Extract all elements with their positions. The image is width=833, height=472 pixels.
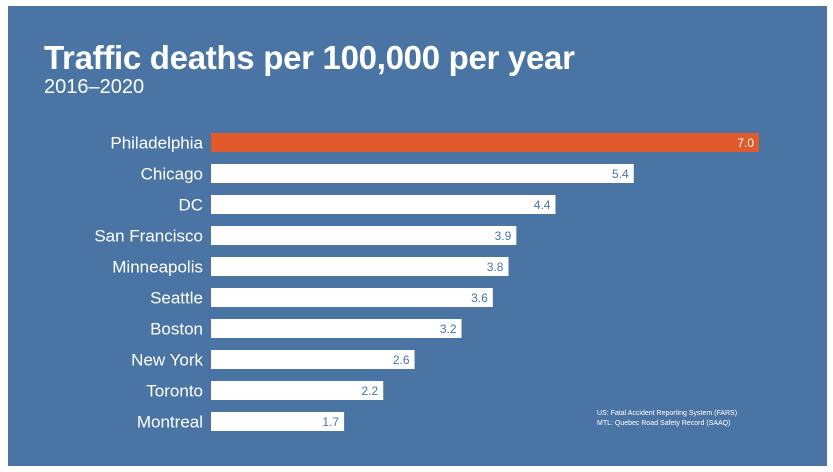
- value-label-dc: 4.4: [534, 198, 551, 212]
- bar-boston: [211, 319, 462, 338]
- bar-chart: Philadelphia 7.0 Chicago 5.4 DC 4.4 San Franci…: [94, 133, 759, 432]
- category-label-minneapolis: Minneapolis: [112, 258, 203, 277]
- category-label-toronto: Toronto: [146, 382, 203, 401]
- value-label-san-francisco: 3.9: [495, 229, 512, 243]
- category-label-boston: Boston: [150, 320, 203, 339]
- bar-toronto: [211, 381, 384, 400]
- source-note: US: Fatal Accident Reporting System (FAR…: [597, 409, 737, 429]
- category-label-dc: DC: [178, 196, 203, 215]
- bar-chicago: [211, 164, 634, 183]
- value-label-montreal: 1.7: [322, 415, 339, 429]
- category-label-new-york: New York: [131, 351, 203, 370]
- category-label-philadelphia: Philadelphia: [110, 134, 203, 153]
- bar-minneapolis: [211, 257, 509, 276]
- category-label-san-francisco: San Francisco: [94, 227, 203, 246]
- chart-panel: Traffic deaths per 100,000 per year 2016…: [8, 6, 827, 466]
- value-label-chicago: 5.4: [612, 167, 629, 181]
- chart-title: Traffic deaths per 100,000 per year: [44, 39, 575, 76]
- bar-seattle: [211, 288, 493, 307]
- category-label-montreal: Montreal: [137, 413, 203, 432]
- bar-philadelphia: [211, 133, 759, 152]
- value-label-toronto: 2.2: [362, 384, 379, 398]
- value-label-philadelphia: 7.0: [737, 136, 754, 150]
- value-label-minneapolis: 3.8: [487, 260, 504, 274]
- bar-new-york: [211, 350, 415, 369]
- category-label-chicago: Chicago: [141, 165, 203, 184]
- value-label-seattle: 3.6: [471, 291, 488, 305]
- source-line-mtl: MTL: Quebec Road Safety Record (SAAQ): [597, 420, 731, 427]
- bar-montreal: [211, 412, 345, 431]
- value-label-new-york: 2.6: [393, 353, 410, 367]
- chart-subtitle: 2016–2020: [44, 76, 145, 98]
- value-label-boston: 3.2: [440, 322, 457, 336]
- bar-dc: [211, 195, 556, 214]
- bar-san-francisco: [211, 226, 517, 245]
- category-label-seattle: Seattle: [150, 289, 203, 308]
- source-line-us: US: Fatal Accident Reporting System (FAR…: [597, 410, 738, 417]
